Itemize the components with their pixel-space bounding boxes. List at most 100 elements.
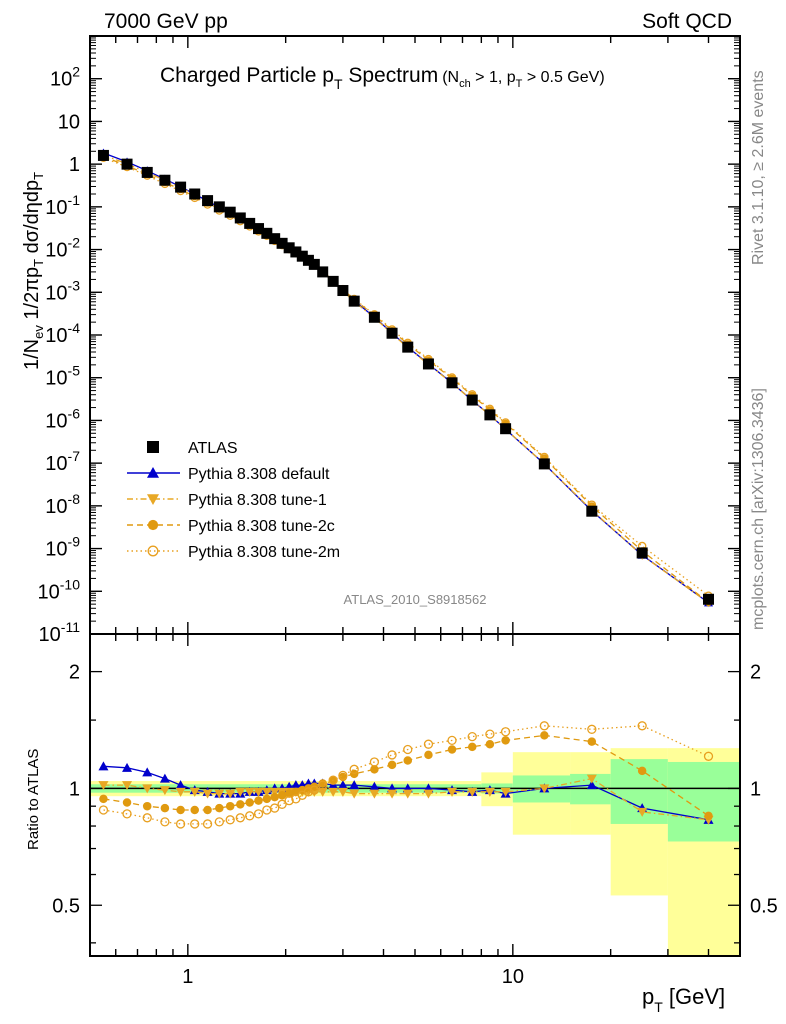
ratio-series-point	[122, 781, 133, 791]
ratio-series-point	[370, 765, 379, 774]
ratio-series-point	[277, 799, 287, 809]
atlas-data-point	[276, 237, 288, 249]
plot-title: Charged Particle pT Spectrum (Nch > 1, pT…	[160, 64, 605, 92]
ratio-series-point	[202, 789, 213, 799]
ratio-series-point	[253, 787, 264, 797]
stat-uncertainty-band	[667, 761, 740, 842]
main-panel-ticks: 102 10 1 10-1 10-2 10-3 10-4 10-5 10-6 10-7 10-8 10…	[38, 36, 741, 646]
ratio-series-point	[176, 805, 185, 815]
ratio-series-point	[402, 789, 413, 799]
ratio-series-point	[586, 780, 597, 790]
ratio-panel-frame	[89, 633, 741, 957]
ratio-series-point	[254, 796, 263, 805]
mcplots-label: mcplots.cern.ch [arXiv:1306.3436]	[750, 388, 767, 630]
atlas-data-point	[703, 593, 715, 605]
ratio-series-point	[215, 803, 224, 813]
ratio-y-tick-label: 0.5	[52, 895, 80, 917]
rivet-version-label: Rivet 3.1.10, ≥ 2.6M events	[750, 70, 767, 265]
ratio-series-point	[175, 787, 186, 797]
ratio-series-point	[485, 729, 495, 739]
ratio-series-point	[160, 803, 170, 813]
atlas-data-point	[402, 341, 414, 353]
ratio-series-point	[214, 817, 224, 827]
atlas-data-point	[244, 217, 256, 229]
ratio-series-point	[369, 757, 380, 767]
ratio-series-point	[235, 787, 246, 797]
ratio-series-point	[318, 780, 328, 790]
ratio-series-point	[540, 731, 549, 740]
ratio-series-point	[261, 787, 272, 797]
y-tick-label: 10-8	[45, 491, 80, 518]
ratio-y-tick-label-right: 2	[750, 662, 761, 684]
ratio-series-point	[142, 813, 152, 823]
atlas-data-point	[213, 201, 225, 213]
atlas-data-point	[422, 358, 434, 370]
ratio-series-point	[98, 805, 109, 815]
ratio-series-point	[637, 807, 648, 817]
ratio-series-point	[122, 762, 133, 772]
ratio-series-point	[467, 731, 477, 742]
ratio-series-point	[262, 794, 272, 804]
ratio-series-point	[338, 770, 348, 781]
y-tick-label: 10-10	[38, 576, 81, 603]
atlas-data-point	[327, 275, 339, 287]
ratio-series-point	[225, 801, 235, 811]
legend-label: Pythia 8.308 tune-2m	[188, 544, 340, 561]
ratio-panel-data	[98, 721, 714, 829]
atlas-data-point	[175, 181, 187, 193]
ratio-series-point	[303, 787, 314, 797]
ratio-series-point	[269, 787, 280, 797]
atlas-data-point	[121, 158, 133, 170]
ratio-series-point	[142, 801, 152, 811]
atlas-data-point	[368, 311, 380, 323]
ratio-series-point	[245, 798, 254, 807]
legend: ATLAS Pythia 8.308 default Pythia 8.308 tu…	[127, 440, 340, 561]
atlas-data-point	[308, 258, 320, 270]
main-series-line	[103, 155, 709, 603]
atlas-data-point	[189, 188, 201, 200]
atlas-data-point	[386, 327, 398, 339]
ratio-series-point	[587, 724, 597, 734]
y-tick-label: 1	[69, 154, 80, 176]
ratio-series-point	[98, 781, 109, 791]
legend-label: Pythia 8.308 tune-2c	[188, 518, 335, 535]
ratio-series-point	[447, 735, 457, 746]
atlas-data-point	[141, 166, 153, 178]
ratio-series-point	[349, 764, 359, 774]
ratio-series-point	[225, 789, 236, 799]
ratio-series-point	[484, 787, 495, 797]
legend-marker	[147, 519, 159, 531]
atlas-data-point	[317, 266, 329, 278]
y-tick-label: 10	[58, 111, 80, 133]
atlas-data-point	[283, 242, 295, 254]
legend-marker	[147, 494, 159, 505]
ratio-series-point	[337, 787, 348, 797]
y-tick-label: 10-2	[45, 235, 80, 262]
ratio-series-point	[387, 789, 398, 799]
x-axis-label: pT [GeV]	[642, 984, 725, 1015]
ratio-series-point	[349, 780, 360, 790]
y-tick-label: 10-7	[45, 448, 80, 475]
atlas-data-point	[261, 227, 273, 239]
ratio-series-point	[637, 766, 647, 776]
ratio-series-point	[189, 787, 200, 797]
legend-marker	[147, 467, 159, 478]
analysis-id-label: ATLAS_2010_S8918562	[344, 592, 487, 607]
ratio-series-point	[349, 789, 360, 799]
atlas-data-point	[348, 295, 360, 307]
atlas-data-point	[446, 377, 458, 389]
ratio-series-point	[447, 787, 458, 797]
ratio-series-point	[175, 819, 186, 829]
ratio-series-point	[539, 784, 550, 794]
legend-marker	[147, 545, 159, 557]
ratio-series-point	[277, 791, 287, 800]
ratio-series-point	[500, 787, 511, 797]
ratio-series-point	[467, 787, 478, 797]
ratio-series-point	[160, 817, 170, 827]
atlas-data-point	[97, 149, 109, 161]
atlas-data-point	[269, 233, 281, 245]
ratio-series-point	[284, 789, 294, 798]
y-tick-label: 102	[50, 64, 80, 91]
ratio-series-point	[159, 773, 170, 783]
